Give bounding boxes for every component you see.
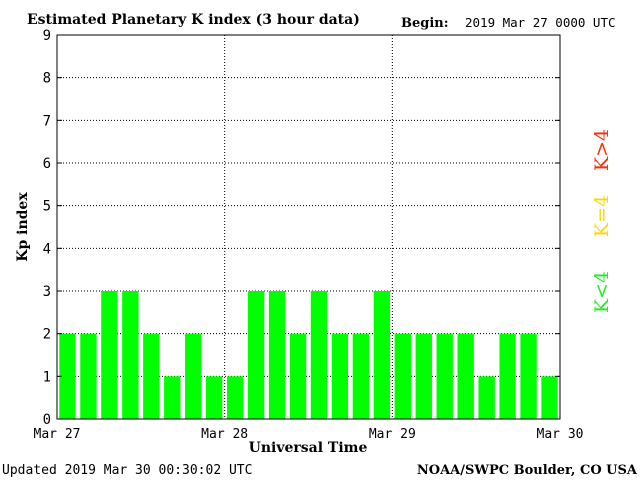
begin-label: Begin:: [401, 16, 449, 31]
y-tick-label: 3: [43, 284, 51, 300]
y-tick-label: 7: [43, 113, 51, 129]
chart-title: Estimated Planetary K index (3 hour data…: [27, 12, 360, 28]
kp-bar: [206, 376, 223, 419]
kp-bar: [457, 333, 474, 419]
kp-bar: [394, 333, 411, 419]
y-tick-label: 6: [43, 156, 51, 172]
plot-frame: [56, 34, 561, 420]
y-tick-label: 0: [43, 412, 51, 428]
updated-timestamp: Updated 2019 Mar 30 00:30:02 UTC: [2, 463, 252, 478]
kp-bar: [520, 333, 537, 419]
x-axis-ticks: Mar 27 Mar 28 Mar 29 Mar 30: [34, 427, 584, 442]
kp-bar: [352, 333, 370, 419]
x-tick-label: Mar 28: [201, 427, 248, 442]
kp-bar: [268, 291, 286, 419]
kp-bar: [478, 376, 495, 419]
x-axis-label: Universal Time: [249, 440, 368, 456]
legend-k-greater-4: K>4: [591, 129, 613, 171]
kp-bar: [541, 376, 558, 419]
legend-k-equal-4: K=4: [591, 195, 613, 237]
kp-bar: [436, 333, 453, 419]
kp-bar: [310, 291, 328, 419]
grid-lines: [57, 35, 560, 419]
y-tick-label: 2: [43, 327, 51, 343]
x-tick-label: Mar 27: [34, 427, 81, 442]
kp-bar: [185, 333, 202, 419]
kp-bar: [499, 333, 516, 419]
kp-bar: [80, 333, 97, 419]
kp-bar: [289, 333, 307, 419]
kp-bar: [143, 333, 160, 419]
y-axis-label: Kp index: [15, 192, 31, 262]
source-credit: NOAA/SWPC Boulder, CO USA: [417, 463, 638, 478]
y-tick-label: 9: [43, 28, 51, 44]
x-tick-label: Mar 30: [537, 427, 584, 442]
begin-value: 2019 Mar 27 0000 UTC: [465, 15, 616, 30]
y-tick-label: 4: [43, 241, 51, 257]
y-tick-label: 8: [43, 71, 51, 87]
x-tick-label: Mar 29: [369, 427, 416, 442]
kp-bar: [164, 376, 181, 419]
y-tick-label: 1: [43, 369, 51, 385]
kp-bar: [122, 291, 139, 419]
y-axis-ticks: 0 1 2 3 4 5 6 7 8 9: [43, 28, 560, 428]
kp-bar: [331, 333, 349, 419]
kp-bar: [226, 376, 244, 419]
kp-bar: [415, 333, 432, 419]
kp-bar: [59, 333, 76, 419]
legend-k-less-4: K<4: [591, 271, 613, 313]
y-tick-label: 5: [43, 199, 51, 215]
kp-bar: [101, 291, 118, 419]
bars: [59, 291, 558, 419]
kp-bar: [247, 291, 265, 419]
kp-bar: [373, 291, 391, 419]
